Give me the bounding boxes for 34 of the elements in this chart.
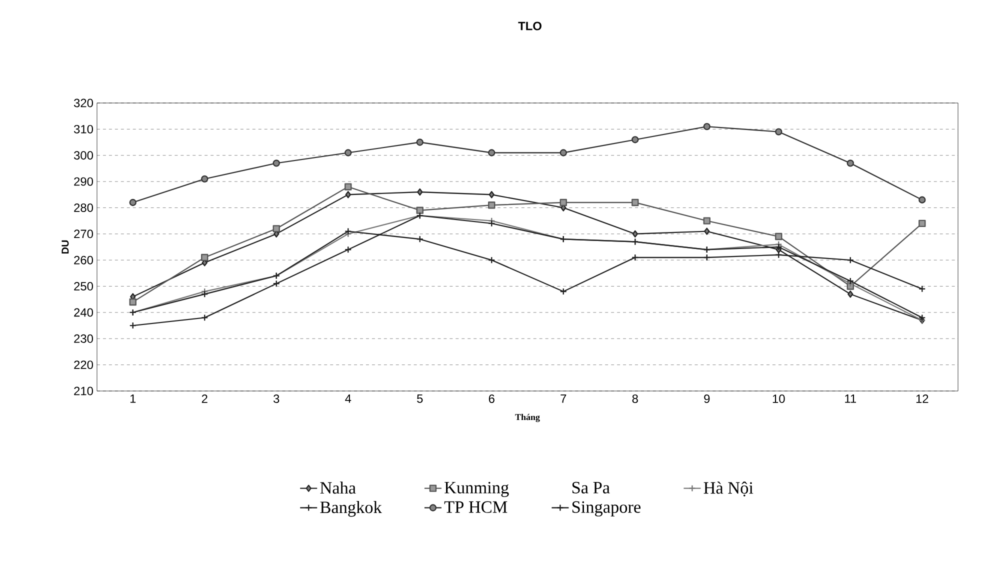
- y-tick-label: 270: [74, 230, 94, 238]
- legend-label: Naha: [320, 482, 356, 494]
- y-tick-label: 260: [74, 256, 94, 264]
- legend-label: Hà Nội: [704, 482, 754, 496]
- x-tick-label: 1: [130, 394, 136, 403]
- y-tick-label: 310: [74, 124, 94, 134]
- x-tick-label: 10: [772, 394, 785, 403]
- y-tick-label: 230: [74, 334, 94, 343]
- y-tick-label: 250: [74, 282, 94, 290]
- x-tick-label: 6: [488, 394, 494, 403]
- legend-label: Singapore: [572, 501, 641, 516]
- y-tick-label: 210: [74, 386, 94, 396]
- y-tick-label: 240: [74, 308, 94, 317]
- x-axis-title: Tháng: [515, 414, 540, 422]
- legend-label: Sa Pa: [572, 482, 610, 494]
- x-tick-label: 4: [345, 394, 352, 403]
- x-tick-label: 12: [916, 394, 928, 403]
- chart-title: TLO: [518, 22, 542, 30]
- y-axis-title: DU: [62, 240, 69, 254]
- y-tick-label: 280: [74, 203, 94, 212]
- y-tick-label: 290: [74, 177, 94, 186]
- x-tick-label: 7: [560, 394, 566, 403]
- legend-label: Kunming: [444, 482, 509, 497]
- legend-label: Bangkok: [320, 501, 382, 517]
- x-tick-label: 2: [202, 394, 208, 403]
- y-tick-label: 300: [74, 151, 94, 160]
- legend-label: TP HCM: [444, 501, 508, 513]
- y-tick-label: 320: [74, 98, 94, 108]
- y-tick-label: 220: [74, 360, 94, 370]
- x-tick-label: 3: [274, 394, 280, 403]
- x-tick-label: 9: [704, 394, 710, 403]
- x-tick-label: 11: [845, 394, 856, 403]
- x-tick-label: 8: [632, 394, 638, 403]
- x-tick-label: 5: [417, 394, 423, 403]
